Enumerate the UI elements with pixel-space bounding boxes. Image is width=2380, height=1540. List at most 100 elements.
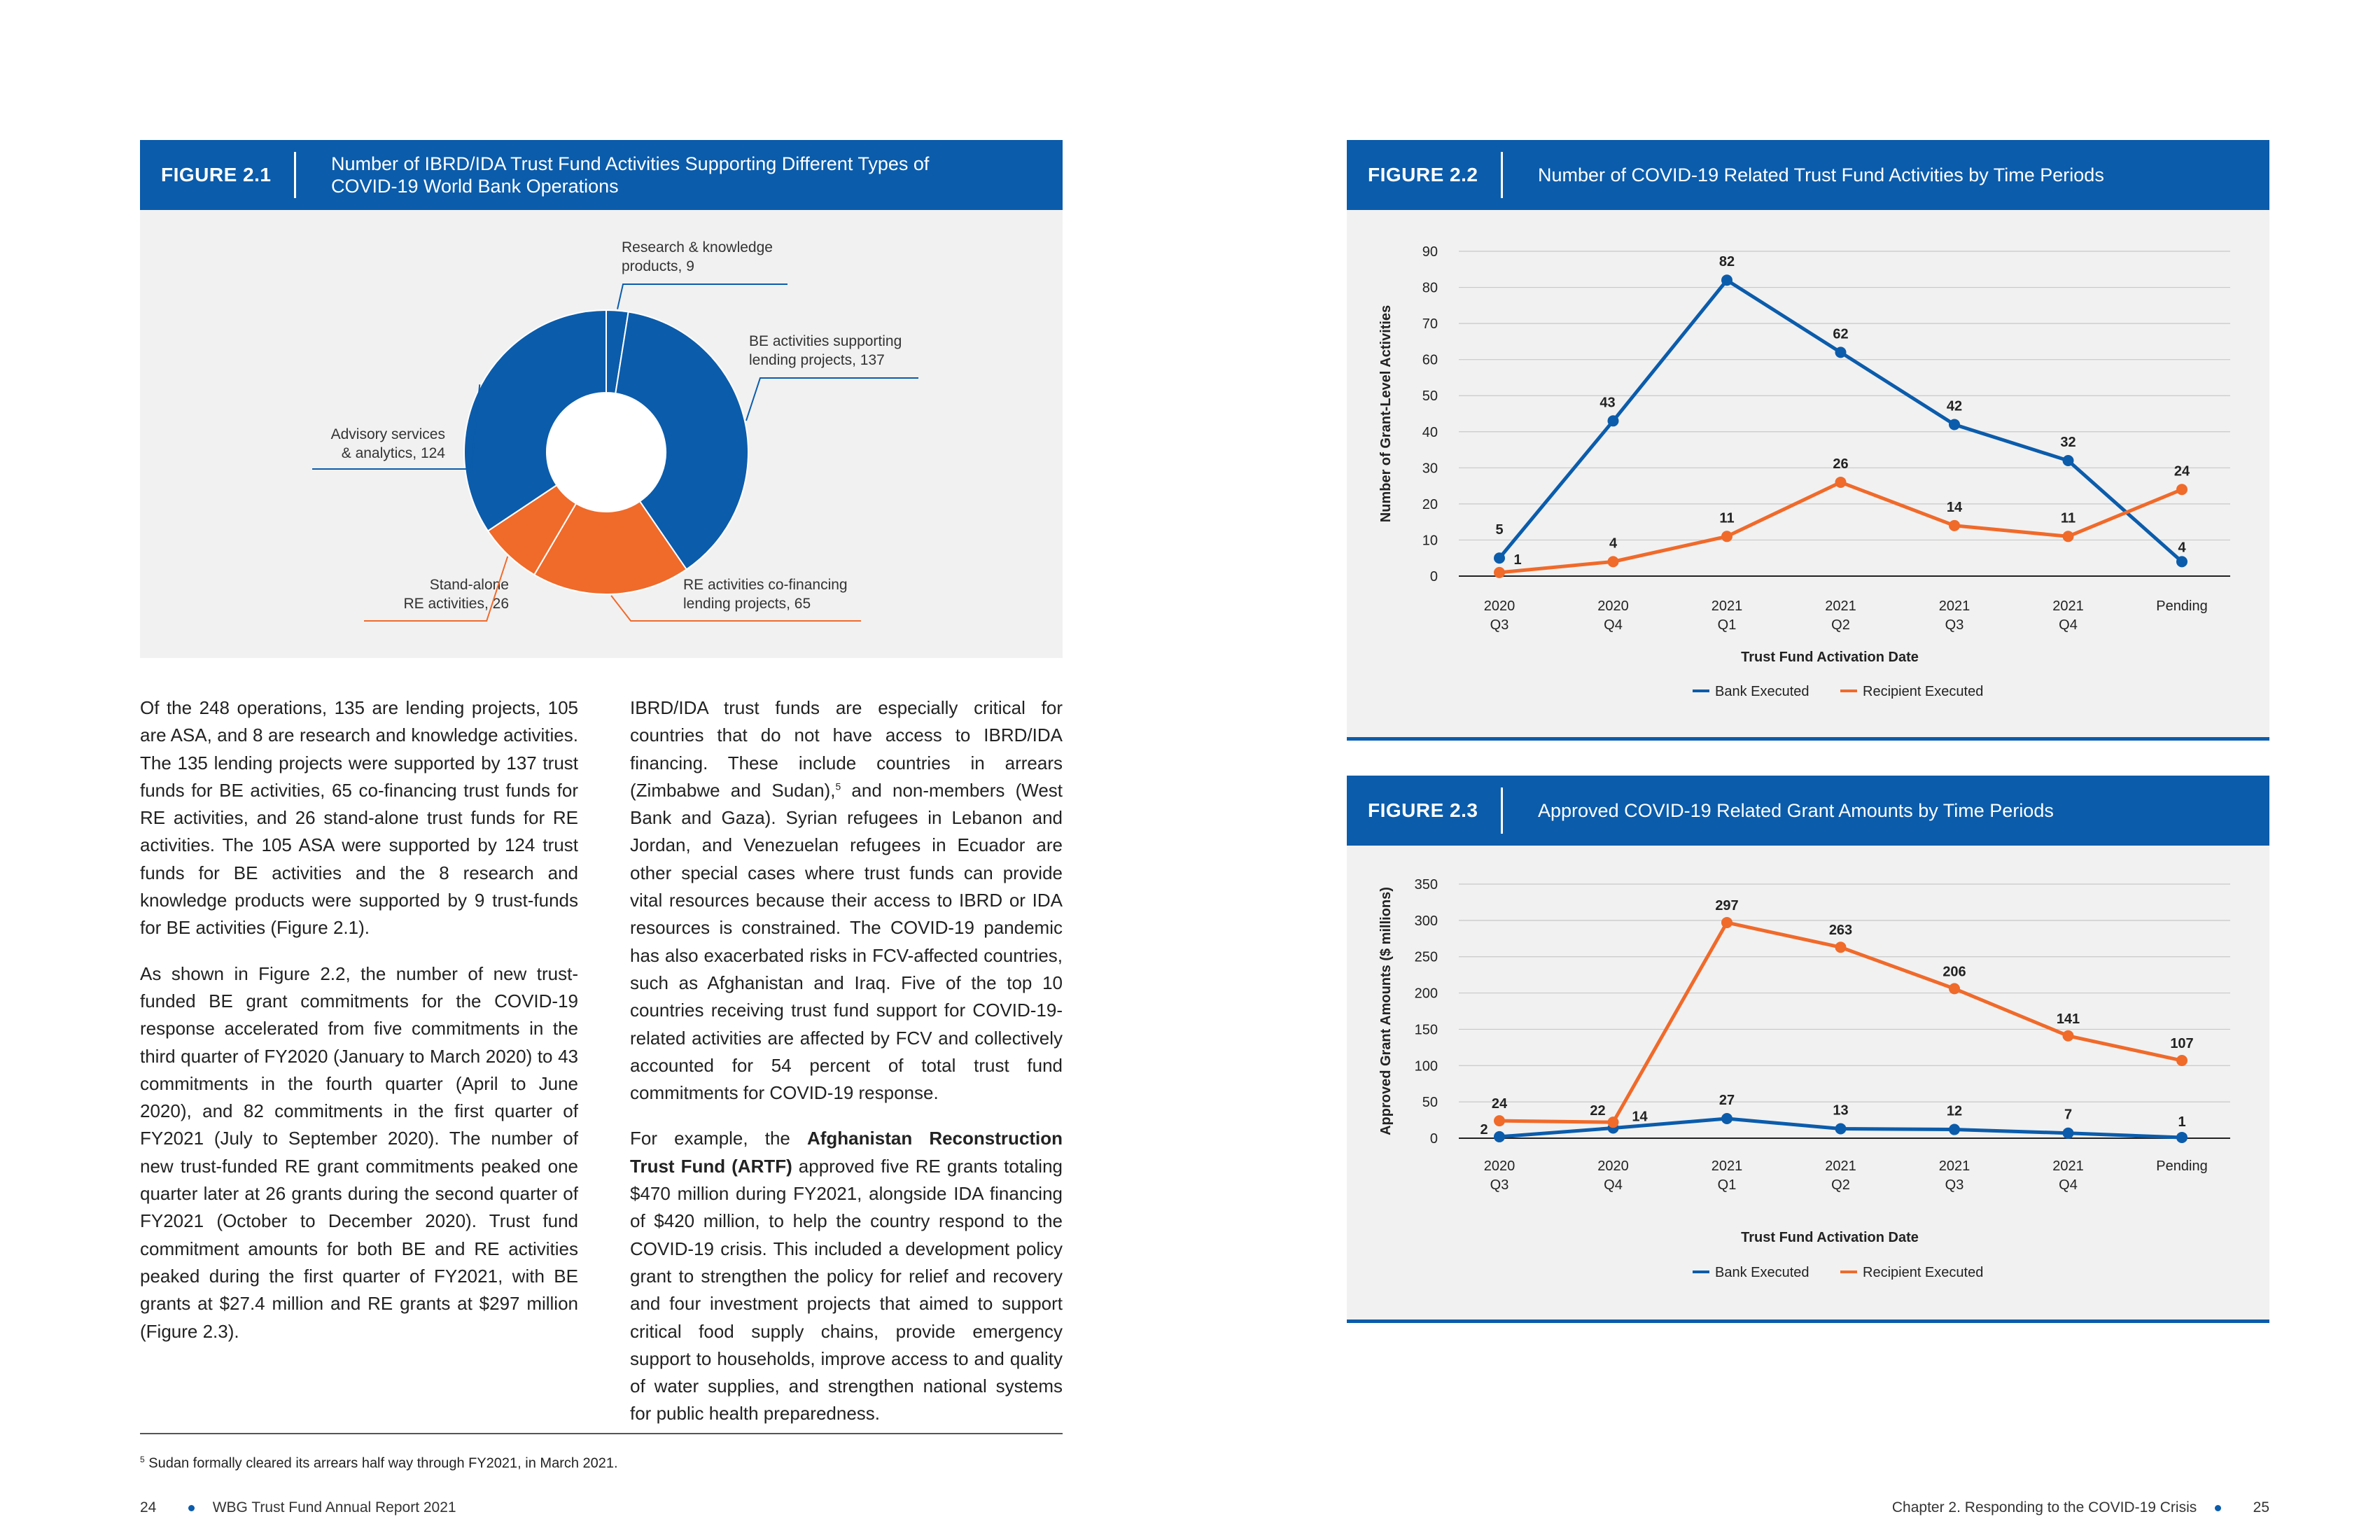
data-label: 24 [1492, 1096, 1508, 1112]
text-column-1: Of the 248 operations, 135 are lending p… [140, 694, 578, 1364]
y-tick-label: 350 [1415, 877, 1438, 892]
data-label: 1 [1513, 552, 1521, 568]
x-tick-label-line-1: Pending [2156, 1158, 2207, 1174]
footnote: 5 Sudan formally cleared its arrears hal… [140, 1455, 618, 1472]
x-tick-label-line-1: 2021 [1939, 598, 1970, 614]
page-number: 24 [140, 1499, 157, 1516]
footnote-mark: 5 [140, 1455, 145, 1464]
y-tick-label: 60 [1422, 353, 1438, 368]
legend-label: Recipient Executed [1863, 684, 1983, 699]
footnote-divider [140, 1433, 1063, 1434]
y-tick-label: 50 [1422, 1095, 1438, 1110]
header-separator [1501, 788, 1503, 834]
x-tick-label-line-1: 2020 [1597, 1158, 1629, 1174]
figure-title: Number of COVID-19 Related Trust Fund Ac… [1538, 164, 2104, 186]
x-tick-label-line-1: 2020 [1484, 1158, 1516, 1174]
paragraph: Of the 248 operations, 135 are lending p… [140, 697, 578, 939]
data-point [1949, 419, 1960, 430]
y-tick-label: 0 [1430, 569, 1438, 584]
y-tick-label: 150 [1415, 1022, 1438, 1037]
x-tick-label-line-1: 2020 [1484, 598, 1516, 614]
y-axis-title: Approved Grant Amounts ($ millions) [1378, 887, 1394, 1135]
paragraph: As shown in Figure 2.2, the number of ne… [140, 962, 578, 1342]
y-tick-label: 10 [1422, 533, 1438, 548]
donut-hole [547, 393, 665, 511]
data-point [1607, 556, 1619, 568]
figure-title-line-1: Number of IBRD/IDA Trust Fund Activities… [331, 153, 930, 174]
text-run: IBRD/IDA trust funds are especially crit… [630, 697, 1063, 801]
figure-label: FIGURE 2.2 [1368, 164, 1478, 186]
paragraph: IBRD/IDA trust funds are especially crit… [630, 694, 1063, 1107]
text-run: and non-members (West Bank and Gaza). Sy… [630, 779, 1063, 1104]
figure-label: FIGURE 2.1 [161, 164, 272, 186]
figure-title-line-2: COVID-19 World Bank Operations [331, 176, 619, 197]
x-tick-label-line-2: Q2 [1831, 617, 1850, 633]
label-standalone-re-line-2: RE activities, 26 [403, 596, 509, 612]
y-tick-label: 30 [1422, 461, 1438, 476]
data-point [1835, 941, 1847, 953]
data-label: 4 [1609, 536, 1618, 551]
data-point [1835, 1123, 1847, 1135]
leader-asa [312, 384, 481, 470]
label-re-cofinancing-line-1: RE activities co-financing [683, 577, 848, 593]
legend-label: Bank Executed [1715, 1265, 1809, 1280]
bold-term: Afghanistan Reconstruction Trust Fund (A… [630, 1128, 1063, 1177]
data-point [2062, 455, 2074, 467]
data-point [2176, 1131, 2188, 1143]
x-tick-label-line-2: Q1 [1718, 617, 1737, 633]
text-run: approved five RE grants totaling $470 mi… [630, 1155, 1063, 1424]
figure-2-3-header: FIGURE 2.3 Approved COVID-19 Related Gra… [1347, 776, 2269, 846]
figure-2-3-body: 0 50 100 150 200 250 300 350 2020 Q3 2020 Q4 2021 Q1 2… [1347, 846, 2269, 1323]
data-label: 14 [1947, 500, 1963, 515]
data-point [2062, 531, 2074, 542]
y-tick-label: 20 [1422, 497, 1438, 512]
data-point [1721, 531, 1732, 542]
data-point [1607, 415, 1619, 427]
x-tick-label-line-1: Pending [2156, 598, 2207, 614]
footnote-ref[interactable]: 5 [835, 780, 841, 792]
x-tick-label-line-2: Q3 [1490, 1177, 1509, 1193]
data-label: 24 [2174, 463, 2190, 479]
footnote-text: Sudan formally cleared its arrears half … [144, 1455, 618, 1471]
data-point [1494, 1130, 1505, 1142]
data-point [1835, 346, 1847, 358]
x-tick-label-line-2: Q3 [1945, 1177, 1964, 1193]
data-point [1494, 552, 1505, 564]
x-tick-label-line-1: 2021 [1825, 1158, 1856, 1174]
x-axis-title: Trust Fund Activation Date [1741, 650, 1919, 665]
leader-research [617, 284, 788, 309]
data-point [2176, 556, 2188, 568]
data-label: 297 [1715, 898, 1738, 913]
bullet-dot [188, 1504, 195, 1511]
x-tick-label-line-2: Q1 [1718, 1177, 1737, 1193]
data-point [1721, 274, 1732, 286]
y-tick-label: 100 [1415, 1058, 1438, 1074]
data-label: 7 [2064, 1107, 2072, 1123]
data-label: 11 [2061, 510, 2076, 526]
x-tick-label-line-2: Q2 [1831, 1177, 1850, 1193]
y-tick-label: 200 [1415, 986, 1438, 1002]
figure-2-2-header: FIGURE 2.2 Number of COVID-19 Related Tr… [1347, 140, 2269, 210]
label-research-line-2: products, 9 [622, 258, 694, 274]
data-point [1835, 476, 1847, 488]
data-label: 26 [1833, 456, 1848, 472]
x-tick-label-line-1: 2021 [1712, 1158, 1743, 1174]
data-label: 27 [1719, 1093, 1735, 1108]
data-label: 43 [1600, 395, 1615, 410]
x-tick-label-line-2: Q4 [2059, 1177, 2078, 1193]
label-standalone-re-line-1: Stand-alone [430, 577, 509, 593]
y-tick-label: 0 [1430, 1131, 1438, 1147]
data-label: 2 [1480, 1122, 1488, 1138]
data-label: 11 [1719, 510, 1734, 526]
label-research-line-1: Research & knowledge [622, 239, 773, 255]
data-label: 107 [2170, 1036, 2193, 1051]
data-point [1949, 519, 1960, 531]
x-tick-label-line-2: Q3 [1490, 617, 1509, 633]
label-re-cofinancing-line-2: lending projects, 65 [683, 596, 811, 612]
label-be-lending-line-1: BE activities supporting [749, 333, 902, 349]
x-tick-label-line-2: Q4 [2059, 617, 2078, 633]
figure-2-1-header: FIGURE 2.1 Number of IBRD/IDA Trust Fund… [140, 140, 1063, 210]
text-run: For example, the [630, 1128, 807, 1149]
text-column-2: IBRD/IDA trust funds are especially crit… [630, 694, 1063, 1446]
donut-slice-2 [533, 500, 688, 595]
